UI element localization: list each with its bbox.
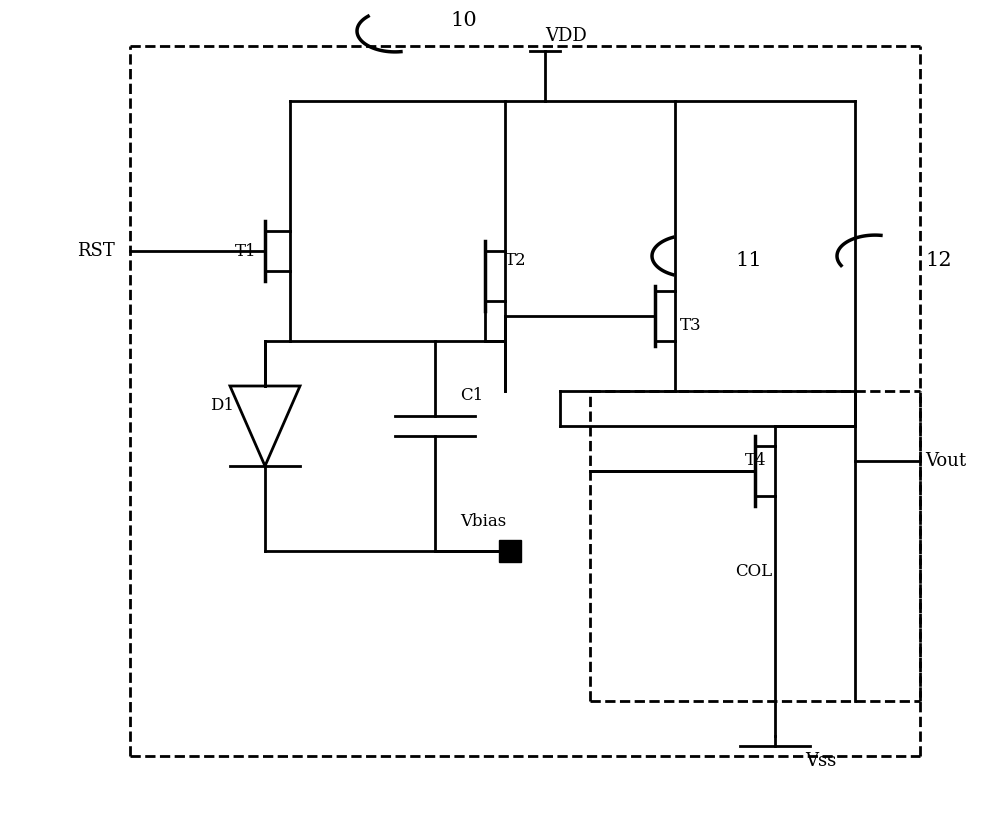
Text: C1: C1 <box>460 388 483 405</box>
Text: VDD: VDD <box>545 27 587 45</box>
Text: Vss: Vss <box>805 752 836 770</box>
Text: T2: T2 <box>505 252 527 269</box>
Text: T1: T1 <box>235 242 257 259</box>
Text: Vbias: Vbias <box>460 512 506 529</box>
Bar <box>499 540 521 562</box>
Text: COL: COL <box>735 563 772 579</box>
Text: T4: T4 <box>745 452 767 470</box>
Text: 10: 10 <box>450 12 477 30</box>
Text: D1: D1 <box>210 397 234 415</box>
Text: 12: 12 <box>925 252 952 271</box>
Text: 11: 11 <box>735 252 762 271</box>
Text: RST: RST <box>77 242 115 260</box>
Text: T3: T3 <box>680 318 702 334</box>
Text: Vout: Vout <box>925 452 966 470</box>
